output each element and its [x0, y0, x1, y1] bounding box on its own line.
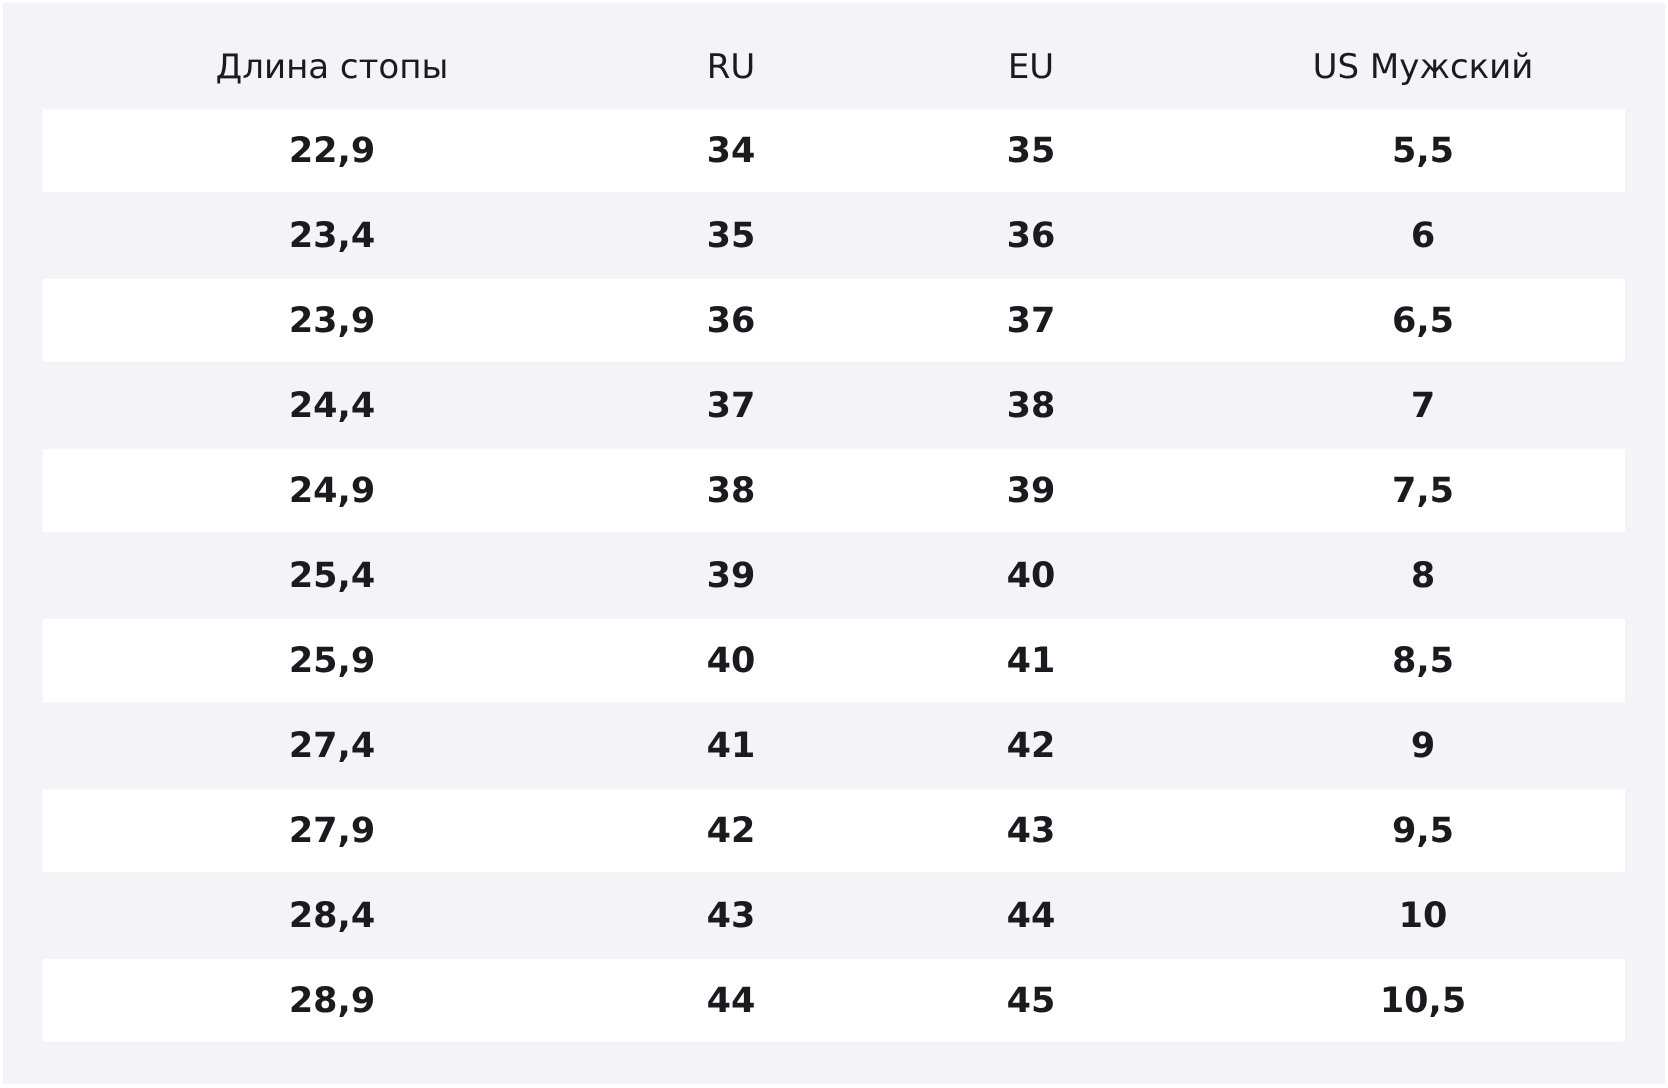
- table-cell: 28,9: [288, 980, 376, 1021]
- table-cell: 6,5: [1391, 300, 1454, 341]
- table-cell: 41: [706, 725, 756, 766]
- table-row: 28,4 43 44 10: [43, 874, 1625, 957]
- size-table: Длина стопы RU EU US Мужский 22,9 34 35 5,5 23,4…: [3, 3, 1665, 1084]
- table-cell: 5,5: [1391, 130, 1454, 171]
- table-cell: 42: [1006, 725, 1056, 766]
- table-cell: 43: [706, 895, 756, 936]
- table-cell: 10,5: [1379, 980, 1467, 1021]
- table-cell: 8: [1410, 555, 1436, 596]
- table-cell: US Мужский: [1312, 46, 1534, 87]
- table-cell: 38: [706, 470, 756, 511]
- table-cell: 43: [1006, 810, 1056, 851]
- table-cell: 28,4: [288, 895, 376, 936]
- table-cell: 23,9: [288, 300, 376, 341]
- table-cell: 44: [1006, 895, 1056, 936]
- table-cell: 27,4: [288, 725, 376, 766]
- table-cell: 36: [1006, 215, 1056, 256]
- table-row: 25,9 40 41 8,5: [43, 619, 1625, 702]
- table-cell: 8,5: [1391, 640, 1454, 681]
- table-cell: Длина стопы: [215, 46, 449, 87]
- table-cell: 24,4: [288, 385, 376, 426]
- table-cell: 34: [706, 130, 756, 171]
- table-cell: 23,4: [288, 215, 376, 256]
- table-cell: 24,9: [288, 470, 376, 511]
- table-cell: 10: [1398, 895, 1448, 936]
- table-row: 24,4 37 38 7: [43, 364, 1625, 447]
- table-cell: 37: [706, 385, 756, 426]
- table-cell: 39: [706, 555, 756, 596]
- table-cell: 42: [706, 810, 756, 851]
- table-row: 28,9 44 45 10,5: [43, 959, 1625, 1042]
- table-cell: 35: [706, 215, 756, 256]
- table-cell: 44: [706, 980, 756, 1021]
- table-row: 25,4 39 40 8: [43, 534, 1625, 617]
- table-cell: 35: [1006, 130, 1056, 171]
- table-cell: 9,5: [1391, 810, 1454, 851]
- table-row: 22,9 34 35 5,5: [43, 109, 1625, 192]
- table-cell: 36: [706, 300, 756, 341]
- table-cell: 22,9: [288, 130, 376, 171]
- table-cell: RU: [706, 46, 756, 87]
- table-cell: 45: [1006, 980, 1056, 1021]
- table-row: 23,9 36 37 6,5: [43, 279, 1625, 362]
- table-row: 24,9 38 39 7,5: [43, 449, 1625, 532]
- table-cell: 25,4: [288, 555, 376, 596]
- table-cell: 7,5: [1391, 470, 1454, 511]
- table-cell: 27,9: [288, 810, 376, 851]
- table-row: 23,4 35 36 6: [43, 194, 1625, 277]
- table-cell: 38: [1006, 385, 1056, 426]
- table-row: 27,9 42 43 9,5: [43, 789, 1625, 872]
- table-cell: 41: [1006, 640, 1056, 681]
- table-cell: 7: [1410, 385, 1436, 426]
- table-cell: EU: [1007, 46, 1055, 87]
- table-cell: 40: [1006, 555, 1056, 596]
- table-cell: 9: [1410, 725, 1436, 766]
- table-cell: 37: [1006, 300, 1056, 341]
- table-cell: 39: [1006, 470, 1056, 511]
- table-cell: 40: [706, 640, 756, 681]
- table-header: Длина стопы RU EU US Мужский: [43, 25, 1625, 108]
- table-cell: 6: [1410, 215, 1436, 256]
- table-row: 27,4 41 42 9: [43, 704, 1625, 787]
- table-cell: 25,9: [288, 640, 376, 681]
